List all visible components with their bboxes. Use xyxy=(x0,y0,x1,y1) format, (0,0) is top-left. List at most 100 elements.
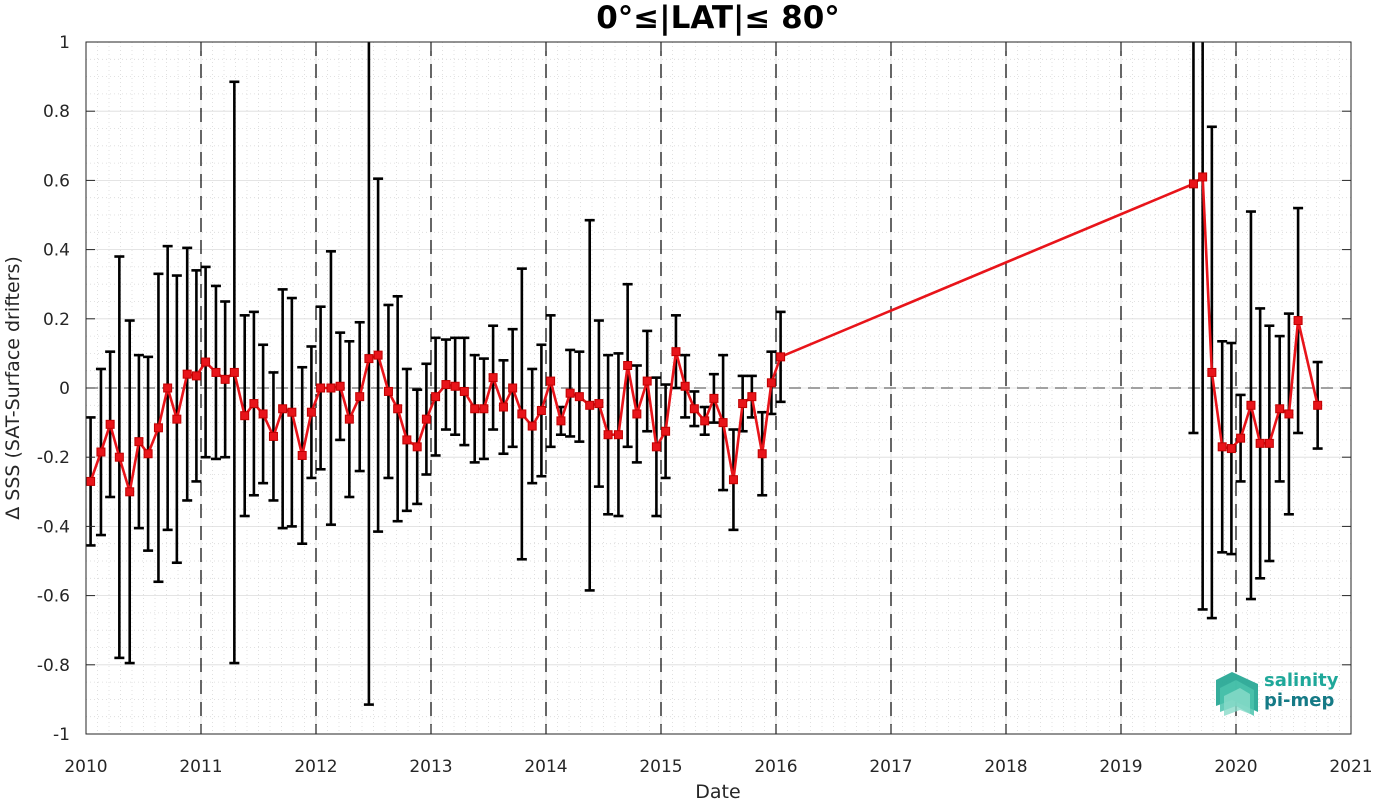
y-tick-label: -0.6 xyxy=(37,587,70,607)
data-point xyxy=(393,404,403,414)
axis-ticks xyxy=(85,41,1352,735)
x-tick-label: 2013 xyxy=(409,757,452,777)
x-tick-label: 2017 xyxy=(869,757,912,777)
data-point xyxy=(344,414,354,424)
data-point xyxy=(211,367,221,377)
data-point xyxy=(431,392,441,402)
logo-text-pi-mep: pi-mep xyxy=(1264,690,1334,711)
data-point xyxy=(316,383,326,393)
data-point xyxy=(623,361,633,371)
y-axis-label: Δ SSS (SAT-Surface drifters) xyxy=(2,256,24,520)
data-point xyxy=(594,399,604,409)
x-tick-label: 2019 xyxy=(1099,757,1142,777)
y-tick-label: 0.4 xyxy=(43,241,70,261)
data-point xyxy=(680,381,690,391)
data-point xyxy=(249,399,259,409)
y-tick-label: 0.2 xyxy=(43,310,70,330)
error-bars xyxy=(85,42,1323,706)
salinity-pi-mep-logo: salinity pi-mep xyxy=(1216,670,1339,716)
x-tick-label: 2011 xyxy=(179,757,222,777)
data-point xyxy=(689,404,699,414)
data-point xyxy=(1255,438,1265,448)
data-point xyxy=(143,449,153,459)
data-point xyxy=(536,405,546,415)
data-point xyxy=(172,414,182,424)
data-point xyxy=(613,430,623,440)
y-tick-label: 0.6 xyxy=(43,171,70,191)
data-point xyxy=(96,447,106,457)
data-point xyxy=(1264,438,1274,448)
data-point xyxy=(1313,400,1323,410)
data-point xyxy=(709,393,719,403)
data-point xyxy=(287,407,297,417)
data-point xyxy=(546,376,556,386)
data-point xyxy=(776,352,786,362)
data-point xyxy=(1217,442,1227,452)
data-point xyxy=(738,399,748,409)
data-point xyxy=(603,430,613,440)
data-point xyxy=(508,383,518,393)
data-point xyxy=(1188,179,1198,189)
x-tick-labels: 2010 2011 2012 2013 2014 2015 2016 2017 2018 2019… xyxy=(64,757,1372,777)
data-point xyxy=(364,354,374,364)
data-point xyxy=(632,409,642,419)
data-point xyxy=(220,374,230,384)
data-point xyxy=(574,392,584,402)
data-point xyxy=(306,407,316,417)
data-point xyxy=(766,378,776,388)
data-point xyxy=(278,404,288,414)
data-markers xyxy=(86,172,1323,497)
data-point xyxy=(268,431,278,441)
logo-waves-icon xyxy=(1216,672,1258,716)
y-tick-labels: 1 0.8 0.6 0.4 0.2 0 -0.2 -0.4 -0.6 -0.8 -1 xyxy=(37,33,70,745)
data-point xyxy=(651,442,661,452)
data-point xyxy=(1293,316,1303,326)
data-point xyxy=(728,475,738,485)
data-point xyxy=(700,416,710,426)
data-point xyxy=(402,435,412,445)
y-tick-label: -0.2 xyxy=(37,448,70,468)
data-point xyxy=(412,442,422,452)
data-point xyxy=(671,347,681,357)
data-point xyxy=(191,371,201,381)
x-tick-label: 2018 xyxy=(984,757,1027,777)
data-point xyxy=(163,383,173,393)
x-tick-label: 2015 xyxy=(639,757,682,777)
chart-title: 0°≤|LAT|≤ 80° xyxy=(596,0,840,36)
x-tick-label: 2020 xyxy=(1214,757,1257,777)
x-tick-label: 2016 xyxy=(754,757,797,777)
data-point xyxy=(114,452,124,462)
data-point xyxy=(125,487,135,497)
data-point xyxy=(297,450,307,460)
data-point xyxy=(498,402,508,412)
minor-grid xyxy=(86,42,1351,734)
y-tick-label: 0 xyxy=(59,379,70,399)
data-point xyxy=(488,373,498,383)
data-point xyxy=(326,383,336,393)
data-point xyxy=(585,400,595,410)
data-point xyxy=(565,388,575,398)
x-tick-label: 2021 xyxy=(1329,757,1372,777)
data-point xyxy=(86,476,96,486)
year-marker-lines xyxy=(200,42,1237,734)
data-point xyxy=(757,449,767,459)
data-point xyxy=(441,380,451,390)
y-tick-label: -1 xyxy=(53,725,70,745)
x-tick-label: 2012 xyxy=(294,757,337,777)
data-point xyxy=(1246,400,1256,410)
data-point xyxy=(229,367,239,377)
data-point xyxy=(517,409,527,419)
y-tick-label: -0.4 xyxy=(37,517,70,537)
data-point xyxy=(153,423,163,433)
data-point xyxy=(335,381,345,391)
data-point xyxy=(182,369,192,379)
data-point xyxy=(459,386,469,396)
data-point xyxy=(421,414,431,424)
data-point xyxy=(355,392,365,402)
y-tick-label: 1 xyxy=(59,33,70,53)
y-tick-label: 0.8 xyxy=(43,102,70,122)
data-point xyxy=(450,381,460,391)
data-point xyxy=(105,419,115,429)
data-point xyxy=(1275,404,1285,414)
